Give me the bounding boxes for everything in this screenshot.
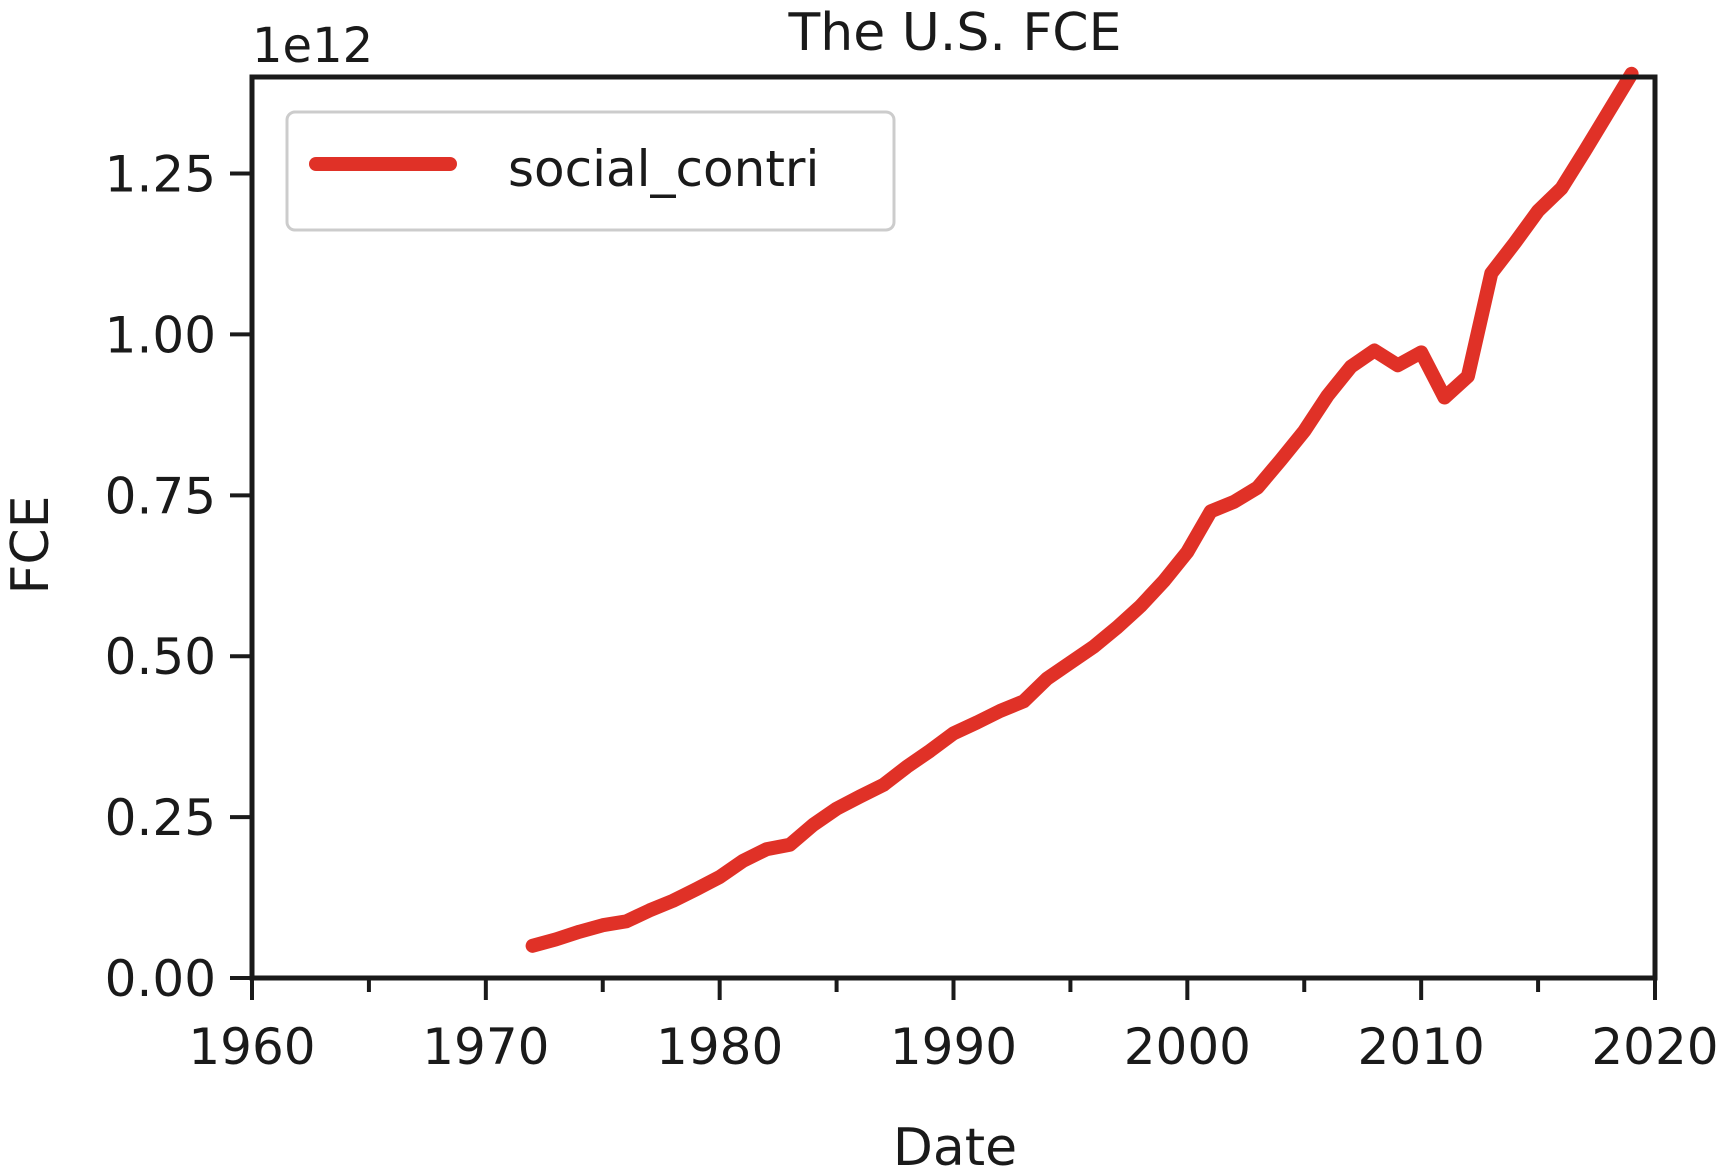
x-tick-label: 2010 [1358,1018,1485,1076]
y-axis: 0.00 0.25 0.50 0.75 1.00 1.25 [105,146,252,1008]
y-tick-label: 0.75 [105,467,216,525]
x-axis-label: Date [893,1118,1017,1174]
x-tick-label: 1990 [890,1018,1017,1076]
series-line-social_contri [525,66,1639,953]
x-tick-label: 1960 [188,1018,315,1076]
legend-label-social_contri: social_contri [508,140,819,198]
y-tick-label: 1.00 [105,306,216,364]
y-tick-label: 0.00 [105,950,216,1008]
chart-title: The U.S. FCE [788,3,1122,63]
legend: social_contri [285,110,896,232]
y-tick-label: 0.50 [105,628,216,686]
series-layer [525,66,1639,953]
y-tick-label: 1.25 [105,146,216,204]
x-tick-label: 1970 [422,1018,549,1076]
legend-box [285,110,896,232]
y-axis-label: FCE [1,495,61,594]
y-axis-offset-label: 1e12 [252,18,373,74]
y-tick-label: 0.25 [105,789,216,847]
x-tick-label: 2020 [1591,1018,1718,1076]
x-tick-label: 2000 [1124,1018,1251,1076]
x-axis: 1960 1970 1980 1990 2000 2010 2020 [188,978,1719,1076]
x-tick-label: 1980 [656,1018,783,1076]
